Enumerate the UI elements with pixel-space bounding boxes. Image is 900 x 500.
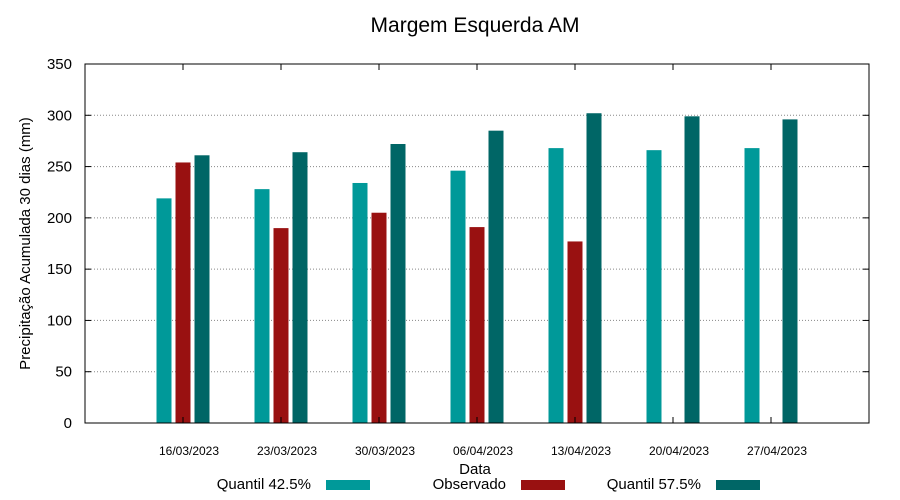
bar-2-2 [273,228,289,423]
legend-swatch [716,480,760,490]
x-tick-label: 30/03/2023 [355,444,415,458]
bar-3-6 [684,116,700,423]
y-tick-label: 150 [47,261,72,278]
y-tick-label: 300 [47,107,72,124]
bars [156,113,798,423]
x-axis-label: Data [459,461,491,478]
bar-3-3 [390,144,406,423]
bar-1-1 [156,198,172,423]
bar-2-4 [469,227,485,423]
legend-swatch [326,480,370,490]
legend-label: Observado [433,476,506,493]
bar-3-7 [782,119,798,423]
bar-1-3 [352,182,368,423]
legend: Quantil 42.5% Observado Quantil 57.5% [217,476,760,493]
legend-swatch [521,480,565,490]
bar-1-5 [548,148,564,423]
bar-3-1 [194,155,210,423]
bar-1-4 [450,170,466,423]
x-tick-label: 06/04/2023 [453,444,513,458]
legend-label: Quantil 57.5% [607,476,701,493]
bar-2-1 [175,162,191,423]
x-tick-label: 23/03/2023 [257,444,317,458]
x-tick-label: 27/04/2023 [747,444,807,458]
y-axis-ticks: 0 50 100 150 200 250 300 350 [47,56,869,432]
y-tick-label: 250 [47,159,72,176]
x-tick-label: 13/04/2023 [551,444,611,458]
bar-3-2 [292,152,308,423]
y-tick-label: 100 [47,312,72,329]
chart-title: Margem Esquerda AM [371,14,580,37]
y-tick-label: 50 [55,364,72,381]
bar-2-3 [371,212,387,423]
x-tick-label: 20/04/2023 [649,444,709,458]
bar-2-5 [567,241,583,423]
legend-label: Quantil 42.5% [217,476,311,493]
bar-3-5 [586,113,602,423]
x-axis-ticks: 16/03/2023 23/03/2023 30/03/2023 06/04/2023… [159,64,807,458]
y-tick-label: 350 [47,56,72,73]
bar-1-6 [646,150,662,423]
bar-3-4 [488,130,504,423]
x-tick-label: 16/03/2023 [159,444,219,458]
y-tick-label: 0 [64,415,72,432]
y-axis-label: Precipitação Acumulada 30 dias (mm) [17,117,34,370]
bar-1-2 [254,189,270,423]
y-tick-label: 200 [47,210,72,227]
bar-1-7 [744,148,760,423]
